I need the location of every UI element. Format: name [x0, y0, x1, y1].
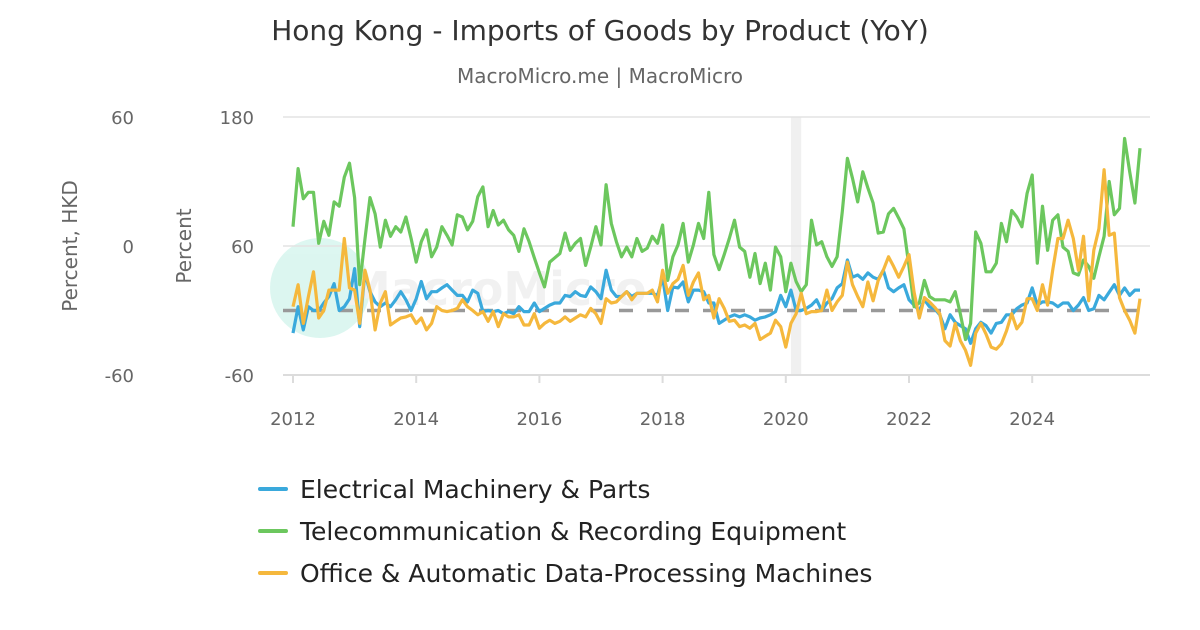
chart-subtitle: MacroMicro.me | MacroMicro: [457, 64, 743, 88]
y-tick-label-percent: 60: [231, 237, 254, 258]
watermark-text: MacroMicro: [345, 262, 646, 316]
legend-item-office[interactable]: Office & Automatic Data-Processing Machi…: [258, 552, 872, 594]
x-tick-label: 2016: [516, 409, 562, 430]
x-tick-label: 2012: [270, 409, 316, 430]
watermark-logo: MacroMicro: [270, 238, 646, 338]
y-tick-label-percent-hkd: -60: [105, 366, 134, 387]
legend-swatch: [258, 487, 288, 491]
legend-item-telecom[interactable]: Telecommunication & Recording Equipment: [258, 510, 872, 552]
x-tick-label: 2022: [886, 409, 932, 430]
series-line-office: [291, 168, 1142, 367]
y-axis-label-percent-hkd: Percent, HKD: [58, 180, 82, 312]
x-tick-label: 2014: [393, 409, 439, 430]
y-tick-label-percent-hkd: 0: [123, 237, 134, 258]
legend-item-electrical[interactable]: Electrical Machinery & Parts: [258, 468, 872, 510]
chart-title: Hong Kong - Imports of Goods by Product …: [271, 14, 929, 47]
y-axis-label-percent: Percent: [172, 208, 196, 283]
legend-label: Electrical Machinery & Parts: [300, 474, 651, 504]
x-tick-label: 2018: [640, 409, 686, 430]
legend-label: Telecommunication & Recording Equipment: [300, 516, 847, 546]
series-line-telecom: [291, 136, 1142, 342]
legend-swatch: [258, 529, 288, 533]
x-tick-label: 2020: [763, 409, 809, 430]
legend: Electrical Machinery & Parts Telecommuni…: [258, 468, 872, 594]
y-tick-label-percent: 180: [220, 108, 254, 129]
y-tick-label-percent: -60: [225, 366, 254, 387]
legend-swatch: [258, 571, 288, 575]
x-tick-label: 2024: [1009, 409, 1055, 430]
legend-label: Office & Automatic Data-Processing Machi…: [300, 558, 873, 588]
watermark-circle-icon: [270, 238, 370, 338]
y-tick-label-percent-hkd: 60: [111, 108, 134, 129]
